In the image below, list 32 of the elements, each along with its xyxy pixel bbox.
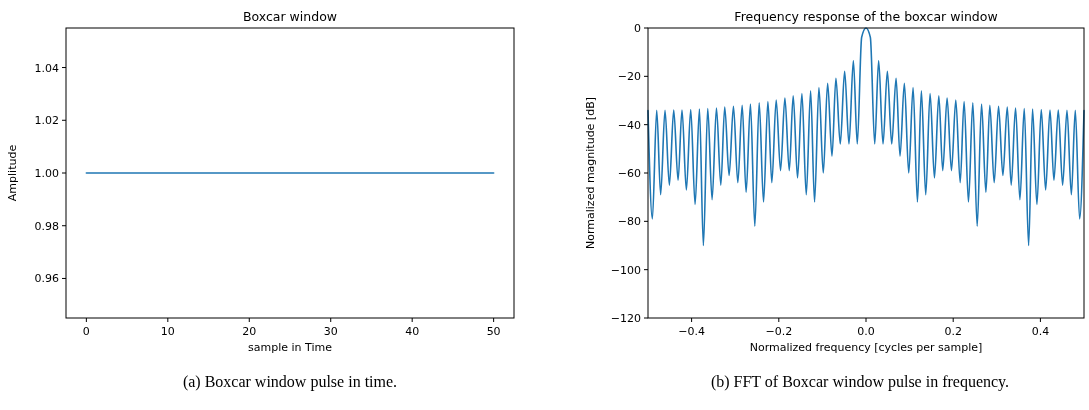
x-tick-label: 10 [160,325,175,338]
text: (b) FFT of Boxcar window pulse in frequency. [710,373,1010,391]
y-tick-label: −80 [617,215,641,229]
y-tick-label: −20 [617,70,641,84]
x-tick-label: 50 [486,325,501,338]
y-tick-label: 1.00 [34,167,59,180]
y-axis-title: Amplitude [6,144,19,202]
chart-title: Frequency response of the boxcar window [734,9,998,24]
x-tick-label: 30 [323,325,338,338]
y-tick-label: 1.04 [34,61,59,75]
x-tick-label: 40 [405,325,420,338]
x-axis-title: Normalized frequency [cycles per sample] [749,341,983,354]
x-tick-label: −0.4 [678,325,705,338]
y-tick-label: −40 [617,118,641,132]
y-tick-label: 0.98 [34,219,59,233]
text: (a) Boxcar window pulse in time. [182,373,398,391]
x-tick-label: 0 [82,325,90,338]
y-axis-title: Normalized magnitude [dB] [584,97,597,249]
line-series [647,27,1085,247]
y-tick-label: 1.02 [34,114,59,128]
x-tick-label: 0.4 [1031,325,1050,338]
x-tick-label: 0.2 [944,325,962,338]
x-axis-title: sample in Time [248,341,333,354]
x-tick-label: 20 [242,325,257,338]
y-tick-label: 0 [634,22,641,35]
y-tick-label: −120 [610,312,641,325]
chart-title: Boxcar window [242,9,338,24]
x-tick-label: 0.0 [857,325,875,338]
x-tick-label: −0.2 [765,325,793,338]
y-tick-label: −100 [610,263,641,277]
y-tick-label: 0.96 [34,272,59,286]
y-tick-label: −60 [617,167,641,180]
